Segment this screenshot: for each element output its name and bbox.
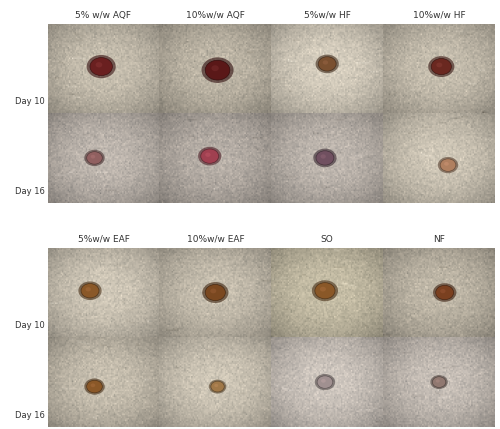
Circle shape [205,60,230,80]
Text: 5% w/w AQF: 5% w/w AQF [76,11,132,20]
Circle shape [84,150,104,166]
Text: Day 10: Day 10 [15,321,45,330]
Circle shape [84,378,104,395]
Circle shape [315,283,335,299]
Circle shape [314,148,336,167]
Text: NF: NF [433,235,445,244]
Circle shape [205,153,210,157]
Circle shape [428,56,454,77]
Text: 10%w/w AQF: 10%w/w AQF [186,11,245,20]
Circle shape [198,147,222,166]
Circle shape [436,379,440,383]
Circle shape [320,154,326,159]
Circle shape [317,376,333,388]
Circle shape [78,281,102,300]
Text: 10%w/w EAF: 10%w/w EAF [186,235,244,244]
Text: 10%w/w HF: 10%w/w HF [413,11,466,20]
Text: Day 16: Day 16 [15,187,45,196]
Circle shape [320,287,326,292]
Circle shape [436,63,442,67]
Circle shape [312,280,338,301]
Circle shape [440,159,456,171]
Circle shape [315,374,335,390]
Circle shape [86,287,91,291]
Circle shape [433,283,456,302]
Text: 5%w/w EAF: 5%w/w EAF [78,235,130,244]
Circle shape [316,54,339,73]
Circle shape [316,151,334,165]
Circle shape [432,377,446,387]
Circle shape [202,282,228,303]
Circle shape [436,285,454,300]
Circle shape [322,60,328,65]
Circle shape [440,289,446,293]
Circle shape [90,155,96,159]
Circle shape [430,375,448,389]
Circle shape [90,57,112,76]
Circle shape [202,57,234,83]
Circle shape [86,380,102,393]
Circle shape [209,380,226,393]
Circle shape [86,55,116,78]
Circle shape [205,284,226,301]
Circle shape [210,288,216,293]
Circle shape [90,384,96,387]
Circle shape [96,62,102,67]
Circle shape [212,65,219,71]
Circle shape [318,57,336,71]
Text: Day 16: Day 16 [15,411,45,420]
Circle shape [211,381,224,392]
Circle shape [444,162,449,166]
Circle shape [81,284,99,298]
Circle shape [321,379,326,383]
Text: Day 10: Day 10 [15,97,45,106]
Text: 5%w/w HF: 5%w/w HF [304,11,350,20]
Text: SO: SO [321,235,334,244]
Circle shape [201,149,218,163]
Circle shape [431,58,452,75]
Circle shape [214,384,218,387]
Circle shape [438,157,458,173]
Circle shape [86,152,102,164]
